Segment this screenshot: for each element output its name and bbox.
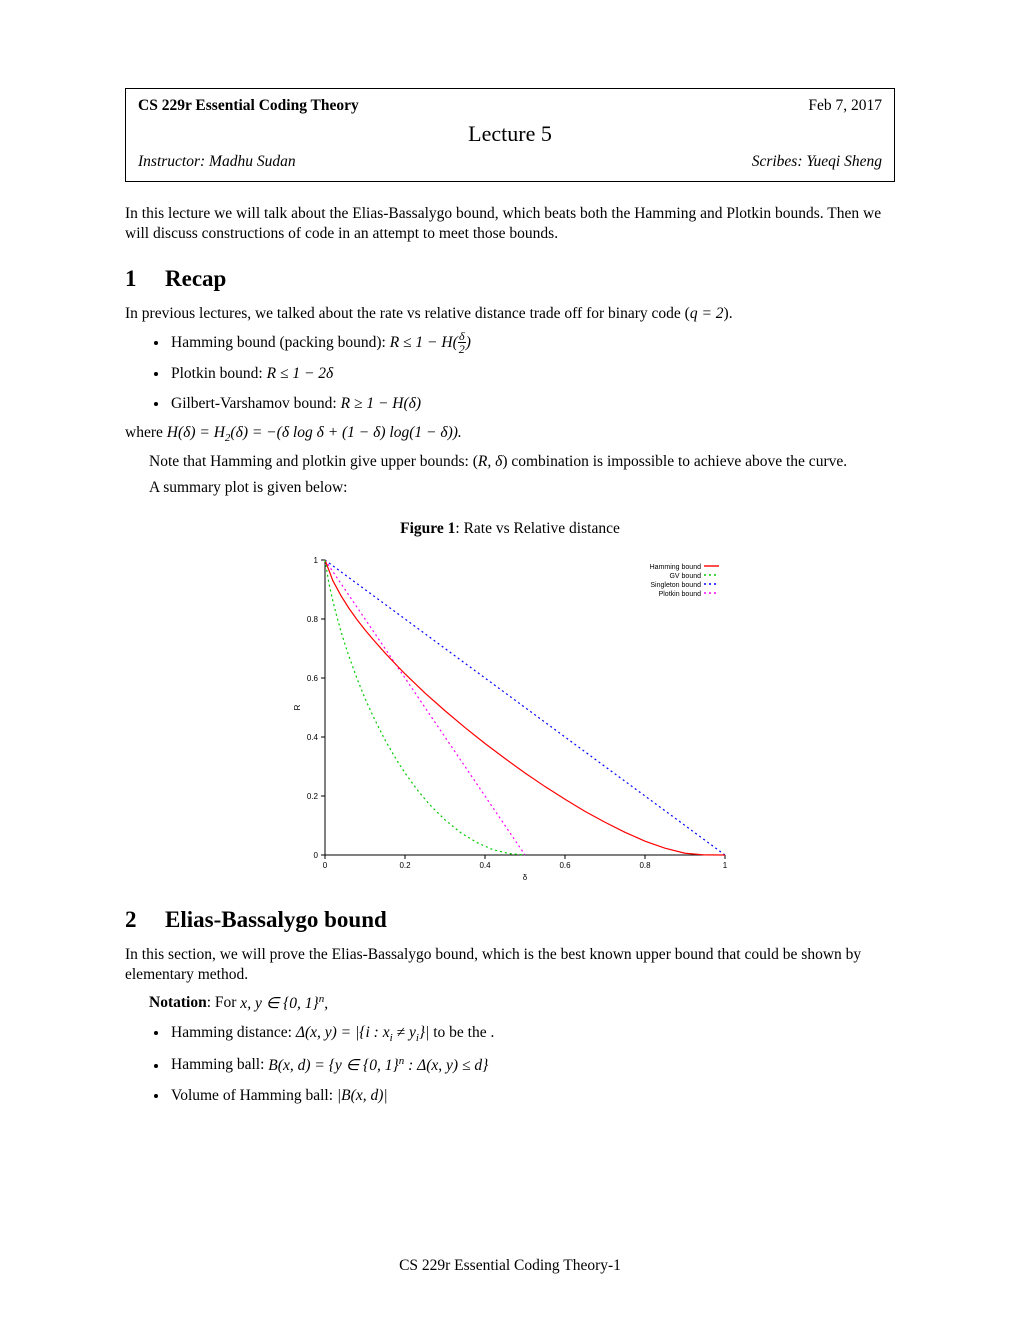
section-1-title: Recap xyxy=(165,266,226,291)
svg-text:0.4: 0.4 xyxy=(479,861,491,870)
bullet-hamming-ball: Hamming ball: B(x, d) = {y ∈ {0, 1}n : Δ… xyxy=(169,1051,895,1079)
s2b3-label: Volume of Hamming ball: xyxy=(171,1087,337,1104)
notation-math: x, y ∈ {0, 1}n, xyxy=(240,995,328,1012)
svg-text:Plotkin bound: Plotkin bound xyxy=(659,591,702,598)
scribes: Scribes: Yueqi Sheng xyxy=(752,153,882,171)
where-math: H(δ) = H2(δ) = −(δ log δ + (1 − δ) log(1… xyxy=(167,424,462,441)
section-1-number: 1 xyxy=(125,266,165,292)
s2b2-label: Hamming ball: xyxy=(171,1057,268,1074)
svg-text:Hamming bound: Hamming bound xyxy=(650,564,701,571)
lecture-title: Lecture 5 xyxy=(138,121,882,147)
s1-p1-suffix: ). xyxy=(724,305,733,322)
bullet-plotkin: Plotkin bound: R ≤ 1 − 2δ xyxy=(169,361,895,387)
section-2-number: 2 xyxy=(125,907,165,933)
svg-text:0.8: 0.8 xyxy=(307,615,319,624)
b1-label: Hamming bound (packing bound): xyxy=(171,334,390,351)
notation-text: : For xyxy=(207,995,241,1012)
section-1-note: Note that Hamming and plotkin give upper… xyxy=(125,452,895,472)
svg-text:R: R xyxy=(293,705,302,711)
b3-math: R ≥ 1 − H(δ) xyxy=(341,395,421,412)
section-2-heading: 2Elias-Bassalygo bound xyxy=(125,907,895,933)
svg-text:0: 0 xyxy=(314,851,319,860)
svg-text:0.2: 0.2 xyxy=(399,861,411,870)
figure-label: Figure 1 xyxy=(400,520,455,537)
s2b1-suffix: to be the . xyxy=(429,1024,494,1041)
s2b1-math: Δ(x, y) = |{i : xi ≠ yi}| xyxy=(296,1024,430,1041)
svg-text:δ: δ xyxy=(523,873,528,882)
s1-p1-prefix: In previous lectures, we talked about th… xyxy=(125,305,690,322)
page-footer: CS 229r Essential Coding Theory-1 xyxy=(125,1257,895,1275)
instructor: Instructor: Madhu Sudan xyxy=(138,153,296,171)
where-prefix: where xyxy=(125,424,167,441)
svg-text:0.2: 0.2 xyxy=(307,792,319,801)
svg-text:GV bound: GV bound xyxy=(669,573,701,580)
svg-text:1: 1 xyxy=(314,556,319,565)
bullet-hamming-dist: Hamming distance: Δ(x, y) = |{i : xi ≠ y… xyxy=(169,1020,895,1048)
s2b3-math: |B(x, d)| xyxy=(337,1087,388,1104)
section-1-where: where H(δ) = H2(δ) = −(δ log δ + (1 − δ)… xyxy=(125,423,895,445)
section-1-bullets: Hamming bound (packing bound): R ≤ 1 − H… xyxy=(125,330,895,417)
course-title: CS 229r Essential Coding Theory xyxy=(138,97,359,115)
section-2-notation: Notation: For x, y ∈ {0, 1}n, xyxy=(125,991,895,1013)
svg-text:0.6: 0.6 xyxy=(307,674,319,683)
header-row-bottom: Instructor: Madhu Sudan Scribes: Yueqi S… xyxy=(138,153,882,171)
section-1-p1: In previous lectures, we talked about th… xyxy=(125,304,895,324)
svg-text:1: 1 xyxy=(723,861,728,870)
b2-label: Plotkin bound: xyxy=(171,365,267,382)
intro-paragraph: In this lecture we will talk about the E… xyxy=(125,204,895,244)
b1-math: R ≤ 1 − H(δ2) xyxy=(390,334,471,351)
svg-text:0: 0 xyxy=(323,861,328,870)
figure-caption: Figure 1: Rate vs Relative distance xyxy=(125,520,895,538)
chart-container: 0 0.2 0.4 0.6 0.8 1 0 0.2 0.4 0.6 0.8 1 δ R Hamming bo… xyxy=(125,552,895,882)
page: CS 229r Essential Coding Theory Feb 7, 2… xyxy=(0,0,1020,1320)
header-box: CS 229r Essential Coding Theory Feb 7, 2… xyxy=(125,88,895,182)
section-1-summary: A summary plot is given below: xyxy=(125,478,895,498)
bullet-hamming: Hamming bound (packing bound): R ≤ 1 − H… xyxy=(169,330,895,356)
bullet-volume: Volume of Hamming ball: |B(x, d)| xyxy=(169,1083,895,1109)
svg-text:0.8: 0.8 xyxy=(639,861,651,870)
s1-p1-math: q = 2 xyxy=(690,305,724,322)
section-2-p1: In this section, we will prove the Elias… xyxy=(125,945,895,985)
section-1-heading: 1Recap xyxy=(125,266,895,292)
b3-label: Gilbert-Varshamov bound: xyxy=(171,395,341,412)
figure-caption-text: : Rate vs Relative distance xyxy=(455,520,619,537)
svg-text:0.6: 0.6 xyxy=(559,861,571,870)
bullet-gv: Gilbert-Varshamov bound: R ≥ 1 − H(δ) xyxy=(169,391,895,417)
header-date: Feb 7, 2017 xyxy=(808,97,882,115)
notation-label: Notation xyxy=(149,995,207,1012)
section-2-title: Elias-Bassalygo bound xyxy=(165,907,387,932)
rate-distance-chart: 0 0.2 0.4 0.6 0.8 1 0 0.2 0.4 0.6 0.8 1 δ R Hamming bo… xyxy=(290,552,730,882)
header-row-top: CS 229r Essential Coding Theory Feb 7, 2… xyxy=(138,97,882,115)
section-2-bullets: Hamming distance: Δ(x, y) = |{i : xi ≠ y… xyxy=(125,1020,895,1110)
svg-text:Singleton bound: Singleton bound xyxy=(650,582,701,589)
s2b2-math: B(x, d) = {y ∈ {0, 1}n : Δ(x, y) ≤ d} xyxy=(268,1057,488,1074)
svg-text:0.4: 0.4 xyxy=(307,733,319,742)
b2-math: R ≤ 1 − 2δ xyxy=(267,365,334,382)
s2b1-label: Hamming distance: xyxy=(171,1024,296,1041)
